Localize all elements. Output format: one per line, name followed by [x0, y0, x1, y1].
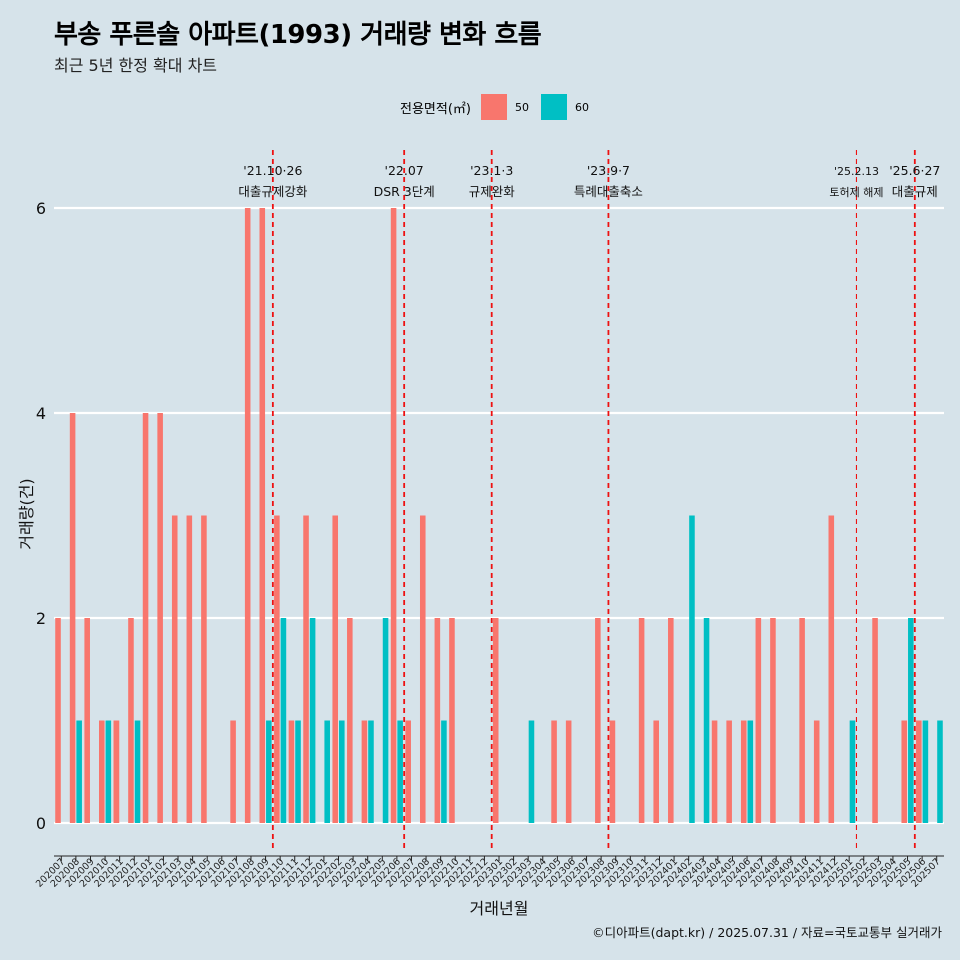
bar-202110-60-20 [280, 618, 287, 823]
y-tick-label-4: 4 [36, 404, 46, 423]
bar-202208-50-35 [419, 515, 426, 823]
bar-202404-50-50 [711, 720, 718, 823]
event-date-label-202502: '25.2.13 [834, 165, 879, 178]
bar-202203-50-28 [347, 618, 353, 823]
bar-202202-60-26 [339, 720, 345, 823]
bar-202301-50-39 [492, 618, 499, 823]
bar-202202-50-27 [332, 515, 339, 823]
legend-swatch-60 [540, 94, 567, 120]
chart-subtitle: 최근 5년 한정 확대 차트 [54, 56, 218, 75]
legend-swatch-50 [480, 94, 507, 120]
bar-202104-50-13 [186, 515, 193, 823]
bar-202012-50-8 [128, 618, 134, 823]
bar-202210-50-38 [449, 618, 455, 823]
y-tick-label-0: 0 [36, 814, 46, 833]
event-name-label-202207: DSR 3단계 [374, 184, 435, 199]
bar-202410-50-56 [799, 618, 805, 823]
bar-202012-60-9 [134, 720, 141, 823]
bar-202101-50-10 [142, 413, 149, 823]
bar-202205-60-31 [382, 618, 389, 823]
event-date-label-202301: '23.1·3 [470, 163, 513, 178]
bar-202505-60-62 [908, 618, 914, 823]
bar-202401-50-47 [668, 618, 674, 823]
event-date-label-202309: '23.9·7 [587, 163, 630, 178]
event-name-label-202301: 규제완화 [469, 184, 516, 199]
event-name-label-202110: 대출규제강화 [238, 184, 308, 199]
bar-202506-50-64 [916, 720, 922, 823]
bar-202305-50-41 [551, 720, 557, 823]
bar-202411-50-57 [813, 720, 820, 823]
event-name-label-202502: 토허제 해제 [829, 185, 883, 199]
bar-202102-50-11 [157, 413, 163, 823]
bar-202112-50-24 [303, 515, 309, 823]
bar-202406-50-52 [740, 720, 747, 823]
legend: 전용면적(㎡) 50 60 [400, 94, 601, 120]
bar-202201-60-25 [324, 720, 330, 823]
bar-202303-60-40 [528, 720, 535, 823]
bar-202109-50-17 [259, 208, 266, 823]
legend-label-60: 60 [574, 100, 589, 114]
bar-202506-60-63 [922, 720, 929, 823]
chart-title: 부송 푸른솔 아파트(1993) 거래량 변화 흐름 [54, 20, 542, 50]
bar-202507-60-65 [937, 720, 943, 823]
bar-202311-50-45 [638, 618, 645, 823]
bar-202111-50-22 [288, 720, 295, 823]
bar-202112-60-23 [309, 618, 316, 823]
bar-202407-50-54 [755, 618, 762, 823]
bar-202008-50-2 [69, 413, 76, 823]
source-caption: ©디아파트(dapt.kr) / 2025.07.31 / 자료=국토교통부 실… [592, 925, 942, 940]
bar-202206-50-32 [390, 208, 397, 823]
bar-202010-60-4 [105, 720, 112, 823]
bar-202209-50-36 [434, 618, 441, 823]
event-date-label-202207: '22.07 [385, 163, 424, 178]
bar-202011-50-7 [113, 720, 120, 823]
bar-202206-60-33 [397, 720, 403, 823]
legend-title: 전용면적(㎡) [400, 101, 471, 117]
x-axis-title: 거래년월 [470, 899, 529, 918]
bar-202107-50-15 [230, 720, 236, 823]
bar-202403-60-49 [703, 618, 710, 823]
bar-202408-50-55 [770, 618, 776, 823]
bar-202204-50-30 [361, 720, 368, 823]
bar-202009-50-3 [84, 618, 90, 823]
bar-202010-50-5 [99, 720, 105, 823]
bar-202007-50-0 [55, 618, 61, 823]
bar-202501-60-59 [849, 720, 856, 823]
bar-202503-50-60 [872, 618, 878, 823]
y-tick-label-6: 6 [36, 199, 46, 218]
bar-202308-50-43 [595, 618, 601, 823]
bar-202108-50-16 [244, 208, 251, 823]
bar-202204-60-29 [368, 720, 374, 823]
y-axis-title: 거래량(건) [17, 478, 36, 549]
bar-202412-50-58 [828, 515, 835, 823]
event-name-label-202309: 특례대출축소 [574, 184, 643, 199]
bar-202109-60-18 [266, 720, 272, 823]
bar-202105-50-14 [201, 515, 207, 823]
bar-202309-50-44 [609, 720, 616, 823]
bar-202406-60-53 [747, 720, 754, 823]
y-tick-label-2: 2 [36, 609, 46, 628]
bar-202209-60-37 [441, 720, 447, 823]
bar-202312-50-46 [653, 720, 659, 823]
event-date-label-202110: '21.10·26 [243, 163, 302, 178]
bar-202111-60-21 [295, 720, 301, 823]
bar-202402-60-48 [689, 515, 695, 823]
bar-202306-50-42 [565, 720, 572, 823]
event-name-label-202506: 대출규제 [892, 184, 938, 199]
legend-label-50: 50 [514, 100, 529, 114]
bar-202008-60-1 [76, 720, 82, 823]
bar-202207-50-34 [405, 720, 411, 823]
bar-202505-50-61 [901, 720, 908, 823]
bar-202103-50-12 [171, 515, 178, 823]
event-date-label-202506: '25.6·27 [889, 163, 940, 178]
bar-202405-50-51 [726, 720, 732, 823]
bar-202110-50-19 [274, 515, 280, 823]
